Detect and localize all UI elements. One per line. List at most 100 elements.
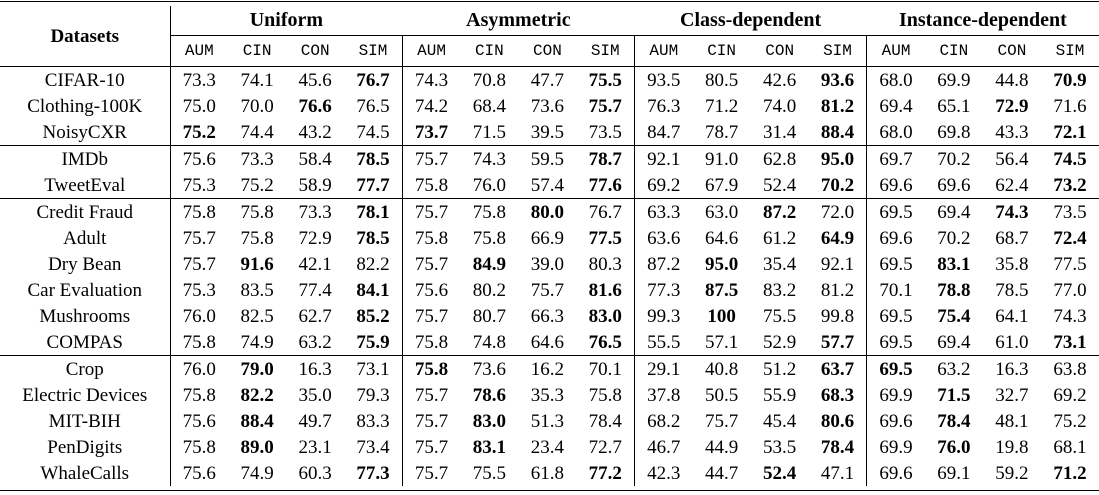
metric-cell: 72.7 — [588, 436, 622, 458]
subcolumn-header: CON — [765, 41, 795, 60]
subcolumn-header: CIN — [939, 41, 969, 60]
metric-cell: 62.4 — [995, 174, 1029, 196]
metric-cell: 48.1 — [995, 410, 1029, 432]
metric-cell: 52.4 — [763, 174, 797, 196]
subcolumn-header: CON — [533, 41, 562, 60]
metric-cell: 42.1 — [298, 253, 332, 275]
metric-cell: 73.4 — [356, 436, 390, 458]
metric-cell: 73.3 — [169, 66, 229, 93]
metric-cell: 78.7 — [588, 148, 622, 170]
metric-cell: 68.1 — [1053, 436, 1087, 458]
row-group: IMDb 75.6 73.3 58.4 78.5 75.7 74.3 59.5 78.7 92.1… — [0, 145, 1099, 199]
table-row: WhaleCalls 75.6 74.9 60.3 77.3 75.7 75.5 61.8 77… — [0, 460, 1099, 486]
metric-cell: 76.7 — [356, 69, 390, 91]
dataset-name: MIT-BIH — [0, 408, 171, 434]
metric-cell: 69.4 — [937, 201, 971, 223]
metric-cell: 69.4 — [866, 93, 925, 119]
column-group-header-instance-dependent: Instance-dependent — [866, 6, 1099, 36]
metric-cell: 75.7 — [401, 251, 461, 277]
metric-cell: 77.3 — [356, 462, 390, 484]
metric-cell: 63.6 — [633, 225, 693, 251]
metric-cell: 95.0 — [704, 253, 739, 275]
metric-cell: 72.9 — [298, 227, 332, 249]
metric-cell: 81.2 — [820, 279, 855, 301]
metric-cell: 61.2 — [763, 227, 797, 249]
metric-cell: 76.7 — [588, 201, 622, 223]
metric-cell: 72.1 — [1053, 121, 1087, 143]
metric-cell: 75.6 — [169, 145, 229, 172]
metric-cell: 69.5 — [866, 329, 925, 356]
metric-cell: 77.7 — [356, 174, 390, 196]
dataset-name: Electric Devices — [0, 382, 171, 408]
metric-cell: 32.7 — [995, 384, 1029, 406]
column-group-row: Datasets Uniform Asymmetric Class-depend… — [0, 6, 1099, 67]
metric-cell: 75.9 — [356, 331, 390, 353]
metric-cell: 75.8 — [472, 227, 506, 249]
metric-cell: 69.5 — [866, 198, 925, 225]
row-group: Crop 76.0 79.0 16.3 73.1 75.8 73.6 16.2 70.1 29.1… — [0, 355, 1099, 486]
metric-cell: 78.1 — [356, 201, 390, 223]
metric-cell: 84.7 — [633, 119, 693, 146]
dataset-name: CIFAR-10 — [0, 66, 171, 93]
metric-cell: 53.5 — [763, 436, 797, 458]
metric-cell: 68.2 — [633, 408, 693, 434]
metric-cell: 92.1 — [633, 145, 693, 172]
metric-cell: 65.1 — [937, 95, 971, 117]
metric-cell: 58.9 — [298, 174, 332, 196]
metric-cell: 75.7 — [169, 251, 229, 277]
subcolumn-header: SIM — [358, 41, 388, 60]
metric-cell: 39.5 — [530, 121, 565, 143]
metric-cell: 78.7 — [704, 121, 739, 143]
table-row: Car Evaluation 75.3 83.5 77.4 84.1 75.6 80.2 75… — [0, 277, 1099, 303]
metric-cell: 76.3 — [633, 93, 693, 119]
metric-cell: 68.0 — [866, 66, 925, 93]
metric-cell: 75.8 — [401, 355, 461, 382]
metric-cell: 69.4 — [937, 331, 971, 353]
metric-cell: 61.0 — [995, 331, 1029, 353]
metric-cell: 75.8 — [472, 201, 506, 223]
row-group: Credit Fraud 75.8 75.8 73.3 78.1 75.7 75.8 80.0… — [0, 198, 1099, 356]
metric-cell: 35.4 — [763, 253, 797, 275]
metric-cell: 47.7 — [530, 69, 565, 91]
subcolumn-header: CIN — [242, 41, 272, 60]
metric-cell: 69.2 — [1053, 384, 1087, 406]
metric-cell: 78.5 — [995, 279, 1029, 301]
metric-cell: 74.3 — [995, 201, 1029, 223]
metric-cell: 80.6 — [820, 410, 855, 432]
metric-cell: 29.1 — [633, 355, 693, 382]
metric-cell: 75.7 — [401, 434, 461, 460]
dataset-name: NoisyCXR — [0, 119, 171, 146]
metric-cell: 35.3 — [530, 384, 565, 406]
metric-cell: 80.7 — [472, 305, 506, 327]
metric-cell: 75.8 — [169, 329, 229, 356]
dataset-name: COMPAS — [0, 329, 171, 356]
metric-cell: 61.8 — [530, 462, 565, 484]
metric-cell: 77.2 — [588, 462, 622, 484]
metric-cell: 70.9 — [1053, 69, 1087, 91]
metric-cell: 69.5 — [866, 251, 925, 277]
metric-cell: 73.2 — [1053, 174, 1087, 196]
metric-cell: 76.5 — [588, 331, 622, 353]
results-table: Datasets Uniform Asymmetric Class-depend… — [0, 6, 1099, 486]
table-header: Datasets Uniform Asymmetric Class-depend… — [0, 6, 1099, 67]
metric-cell: 37.8 — [633, 382, 693, 408]
metric-cell: 69.6 — [866, 172, 925, 199]
metric-cell: 59.2 — [995, 462, 1029, 484]
corner-header-datasets: Datasets — [0, 6, 171, 67]
metric-cell: 79.0 — [240, 358, 274, 380]
table-row: IMDb 75.6 73.3 58.4 78.5 75.7 74.3 59.5 78.7 92.1… — [0, 145, 1099, 172]
metric-cell: 64.6 — [704, 227, 739, 249]
table-row: Crop 76.0 79.0 16.3 73.1 75.8 73.6 16.2 70.1 29.1… — [0, 355, 1099, 382]
metric-cell: 59.5 — [530, 148, 565, 170]
metric-cell: 83.1 — [937, 253, 971, 275]
metric-cell: 78.8 — [937, 279, 971, 301]
metric-cell: 75.4 — [937, 305, 971, 327]
metric-cell: 91.6 — [240, 253, 274, 275]
metric-cell: 88.4 — [820, 121, 855, 143]
metric-cell: 80.2 — [472, 279, 506, 301]
metric-cell: 74.3 — [472, 148, 506, 170]
metric-cell: 83.1 — [472, 436, 506, 458]
table-row: TweetEval 75.3 75.2 58.9 77.7 75.8 76.0 57.4 77.… — [0, 172, 1099, 199]
table-row: Credit Fraud 75.8 75.8 73.3 78.1 75.7 75.8 80.0… — [0, 198, 1099, 225]
table-row: NoisyCXR 75.2 74.4 43.2 74.5 73.7 71.5 39.5 73.5… — [0, 119, 1099, 146]
